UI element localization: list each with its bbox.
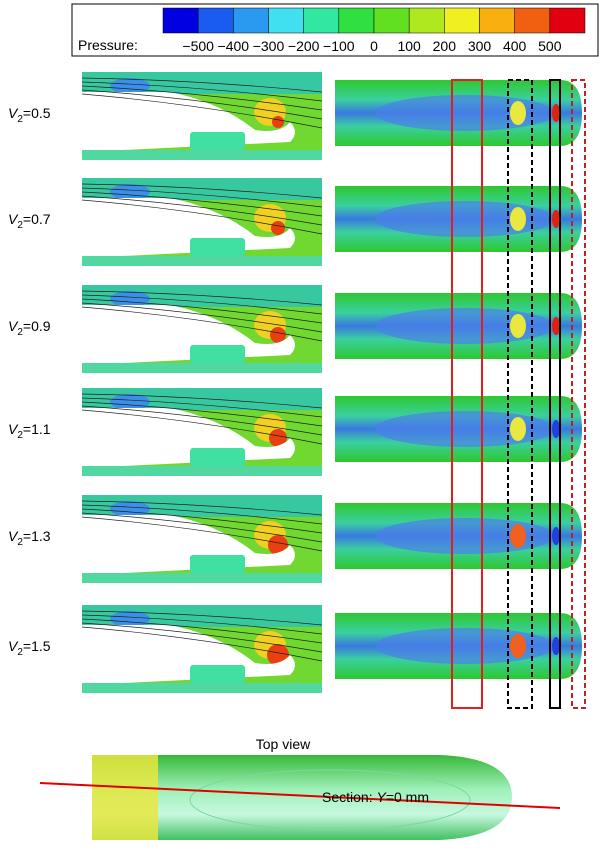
color-cell — [233, 8, 268, 33]
color-cell — [198, 8, 233, 33]
colorbar-tick: 0 — [370, 38, 378, 54]
highlight-box — [572, 80, 585, 708]
row: V2=1.1 — [8, 388, 582, 476]
colorbar-tick: −100 — [323, 38, 355, 54]
colorbar-tick: 200 — [433, 38, 457, 54]
top-view — [40, 755, 560, 840]
row: V2=1.3 — [8, 495, 582, 583]
color-cell — [480, 8, 515, 33]
color-cell — [374, 8, 409, 33]
top-view-title: Top view — [256, 736, 311, 752]
colorbar-tick: −300 — [253, 38, 285, 54]
color-cell — [550, 8, 585, 33]
color-cell — [339, 8, 374, 33]
row: V2=0.5 — [8, 72, 582, 160]
colorbar-tick: 500 — [538, 38, 562, 54]
color-cell — [304, 8, 339, 33]
row-label: V2=1.3 — [8, 528, 51, 548]
color-cell — [269, 8, 304, 33]
row: V2=1.5 — [8, 605, 582, 693]
section-label: Section: Y=0 mm — [322, 789, 429, 805]
row: V2=0.9 — [8, 285, 582, 373]
color-cell — [444, 8, 479, 33]
row-label: V2=1.5 — [8, 638, 51, 658]
colorbar-tick: 400 — [503, 38, 527, 54]
color-cell — [163, 8, 198, 33]
colorbar-tick: −200 — [288, 38, 320, 54]
colorbar-tick: −500 — [182, 38, 214, 54]
row-label: V2=0.9 — [8, 318, 51, 338]
color-cell — [409, 8, 444, 33]
colorbar-tick: 300 — [468, 38, 492, 54]
row-label: V2=0.7 — [8, 211, 51, 231]
colorbar-tick: −400 — [218, 38, 250, 54]
colorbar-tick: 100 — [397, 38, 421, 54]
figure: Pressure: −500−400−300−200−100 0 100 200 300… — [0, 0, 600, 860]
color-cell — [515, 8, 550, 33]
row-label: V2=1.1 — [8, 421, 51, 441]
row: V2=0.7 — [8, 178, 582, 266]
row-label: V2=0.5 — [8, 105, 51, 125]
colorbar-label: Pressure: — [78, 37, 138, 53]
